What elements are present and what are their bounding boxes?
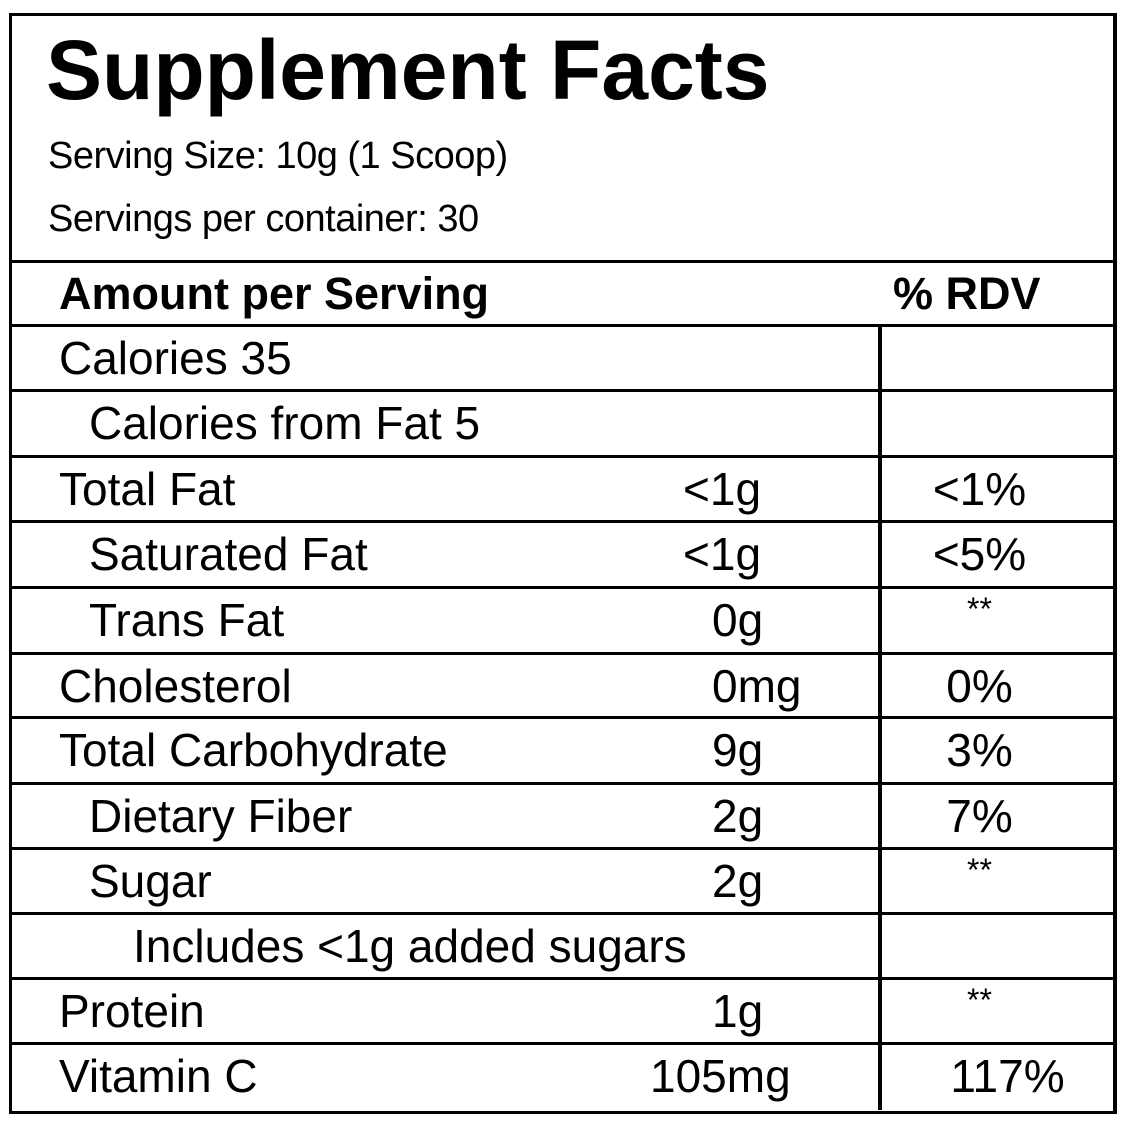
nutrient-label: Total Fat	[59, 463, 236, 515]
nutrient-row: Includes <1g added sugars	[0, 914, 1124, 979]
nutrient-amount: 105mg	[650, 1050, 791, 1102]
nutrient-rdv: <1%	[932, 463, 1027, 515]
nutrient-row: Calories 35	[0, 326, 1124, 391]
row-divider	[9, 652, 1114, 655]
row-divider	[9, 977, 1114, 980]
nutrient-row: Saturated Fat <1g <5%	[0, 522, 1124, 587]
row-divider	[9, 782, 1114, 785]
row-divider	[9, 716, 1114, 719]
nutrient-rdv: 117%	[950, 1050, 1065, 1102]
nutrient-rdv: 3%	[946, 724, 1013, 776]
nutrient-label: Calories 35	[59, 332, 292, 384]
nutrient-rdv: 7%	[946, 790, 1013, 842]
row-divider	[9, 586, 1114, 589]
row-divider	[9, 912, 1114, 915]
nutrient-amount: 2g	[712, 790, 764, 842]
row-divider	[9, 455, 1114, 458]
supplement-facts-panel	[9, 13, 1117, 1114]
nutrient-amount: 0mg	[712, 660, 802, 712]
nutrient-rdv: **	[967, 982, 992, 1018]
serving-size: Serving Size: 10g (1 Scoop)	[48, 135, 508, 177]
nutrient-label: Vitamin C	[59, 1050, 258, 1102]
nutrient-row: Total Fat <1g <1%	[0, 457, 1124, 522]
nutrient-amount: 2g	[712, 855, 764, 907]
nutrient-row: Protein 1g **	[0, 979, 1124, 1044]
nutrient-label: Cholesterol	[59, 660, 292, 712]
panel-title: Supplement Facts	[46, 23, 770, 117]
nutrient-label: Saturated Fat	[89, 528, 368, 580]
nutrient-rdv: **	[967, 591, 992, 627]
nutrient-row: Total Carbohydrate 9g 3%	[0, 718, 1124, 783]
nutrient-rdv: <5%	[932, 528, 1027, 580]
nutrient-amount: 0g	[712, 594, 764, 646]
nutrient-row: Calories from Fat 5	[0, 391, 1124, 456]
nutrient-label: Includes <1g added sugars	[133, 920, 687, 972]
row-divider	[9, 389, 1114, 392]
nutrient-label: Protein	[59, 985, 205, 1037]
nutrient-amount: 9g	[712, 724, 764, 776]
nutrient-label: Trans Fat	[89, 594, 285, 646]
nutrient-row: Trans Fat 0g **	[0, 588, 1124, 653]
nutrient-label: Calories from Fat 5	[89, 397, 481, 449]
nutrient-amount: <1g	[683, 463, 762, 515]
divider	[9, 260, 1114, 263]
row-divider	[9, 847, 1114, 850]
row-divider	[9, 1042, 1114, 1045]
nutrient-label: Total Carbohydrate	[59, 724, 448, 776]
nutrient-row: Vitamin C 105mg 117%	[0, 1044, 1124, 1109]
nutrient-amount: <1g	[683, 528, 762, 580]
nutrient-rdv: 0%	[946, 660, 1013, 712]
nutrient-row: Dietary Fiber 2g 7%	[0, 784, 1124, 849]
row-divider	[9, 324, 1114, 327]
nutrient-row: Sugar 2g **	[0, 849, 1124, 914]
nutrient-label: Sugar	[89, 855, 212, 907]
nutrient-row: Cholesterol 0mg 0%	[0, 654, 1124, 719]
row-divider	[9, 520, 1114, 523]
servings-per-container: Servings per container: 30	[48, 198, 479, 240]
amount-per-serving-header: Amount per Serving	[59, 268, 490, 319]
nutrient-rdv: **	[967, 852, 992, 888]
nutrient-amount: 1g	[712, 985, 764, 1037]
nutrient-label: Dietary Fiber	[89, 790, 353, 842]
rdv-header: % RDV	[893, 268, 1041, 319]
